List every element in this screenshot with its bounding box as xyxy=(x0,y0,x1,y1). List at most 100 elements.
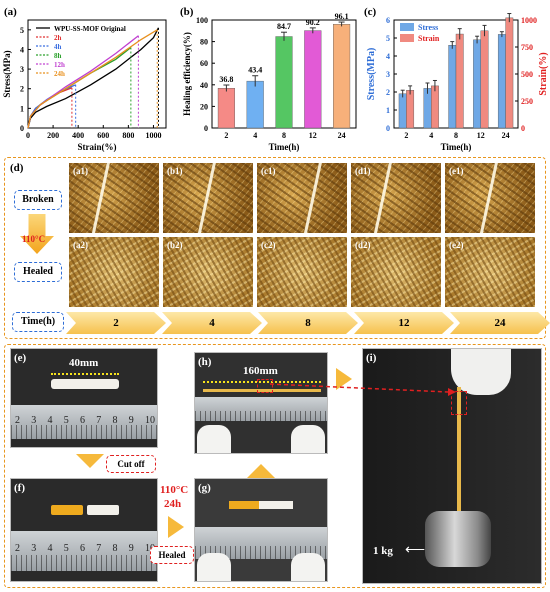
value-label-b-2: 36.8 xyxy=(219,75,233,84)
time-chevron-2: 2 xyxy=(66,312,166,334)
micrograph-tag: (c1) xyxy=(261,166,276,176)
ruler-number: 3 xyxy=(31,543,37,554)
glove-right-g xyxy=(291,553,325,581)
y2-tick-label-c-2: 500 xyxy=(521,70,533,79)
broken-micrograph-0: (a1) xyxy=(68,162,160,234)
condition-temp: 110°C xyxy=(160,484,189,496)
broken-micrograph-4: (e1) xyxy=(444,162,536,234)
y-tick-label-b-1: 20 xyxy=(200,102,208,111)
sample-orange-piece xyxy=(51,505,83,515)
micrograph-tag: (e1) xyxy=(449,166,464,176)
y-tick-label-b-0: 0 xyxy=(204,124,208,133)
x-tick-label-b-8: 8 xyxy=(282,131,286,140)
panel-label-f: (f) xyxy=(14,482,25,494)
ruler-number: 2 xyxy=(15,543,20,554)
x-tick-label-b-12: 12 xyxy=(309,131,317,140)
healed-micrograph-1: (b2) xyxy=(162,236,254,308)
x-tick-label-c-2: 2 xyxy=(404,131,408,140)
y2-axis-label-c: Strain(%) xyxy=(538,52,549,95)
healed-label: Healed xyxy=(14,262,62,282)
y-tick-label-b-2: 40 xyxy=(200,81,208,90)
y-tick-label-c-5: 5 xyxy=(386,34,390,43)
y-tick-label-a-2: 2 xyxy=(20,85,24,94)
healed-sample-orange xyxy=(229,501,259,509)
dim-line-e xyxy=(51,373,119,375)
micrograph-tag: (b1) xyxy=(167,166,183,176)
healed-micrograph-4: (e2) xyxy=(444,236,536,308)
legend-label-c-0: Stress xyxy=(418,23,438,32)
cut-off-label: Cut off xyxy=(106,455,156,473)
panel-label-e: (e) xyxy=(14,352,27,364)
panel-bottom-frame xyxy=(4,344,546,588)
legend-label-a-0: WPU-SS-MOF Original xyxy=(54,25,126,33)
hanging-strip xyxy=(457,387,461,511)
ruler-number: 4 xyxy=(47,543,53,554)
weight-arrow: ⟵ xyxy=(405,543,426,558)
chart-b-healing-efficiency: 0 20 40 60 80 100 36.8 2 43.4 4 84.7 8 90.2 12 96.1 24 T… xyxy=(182,12,357,152)
sample-white xyxy=(51,379,119,389)
ruler-number: 4 xyxy=(47,415,53,427)
x-tick-label-a-1: 200 xyxy=(47,131,59,140)
time-chevron-4: 4 xyxy=(162,312,262,334)
legend-label-a-4: 12h xyxy=(54,61,65,69)
x-tick-label-c-8: 8 xyxy=(454,131,458,140)
y-tick-label-a-0: 0 xyxy=(20,124,24,133)
panel-label-d: (d) xyxy=(10,162,24,174)
x-tick-label-c-4: 4 xyxy=(429,131,433,140)
broken-micrograph-2: (c1) xyxy=(256,162,348,234)
value-label-b-12: 90.2 xyxy=(306,18,320,27)
condition-time: 24h xyxy=(164,498,182,510)
photo-g xyxy=(194,478,328,582)
time-chevron-12: 12 xyxy=(354,312,454,334)
panel-label-c: (c) xyxy=(364,6,377,18)
legend-label-a-5: 24h xyxy=(54,70,65,78)
x-tick-label-a-2: 400 xyxy=(72,131,84,140)
y2-tick-label-c-1: 250 xyxy=(521,97,533,106)
healed-condition-label: Healed xyxy=(150,546,194,564)
panel-label-b: (b) xyxy=(180,6,194,18)
micrograph-tag: (b2) xyxy=(167,240,183,250)
stretched-sample xyxy=(203,389,321,392)
glove-hand-i xyxy=(451,349,511,395)
healed-micrograph-2: (c2) xyxy=(256,236,348,308)
micrograph-tag: (d1) xyxy=(355,166,371,176)
y-tick-label-a-4: 4 xyxy=(20,45,24,54)
y-tick-label-c-2: 2 xyxy=(386,88,390,97)
x-tick-label-a-0: 0 xyxy=(26,131,30,140)
time-chevron-24: 24 xyxy=(450,312,550,334)
zoom-box-h xyxy=(257,379,273,393)
ruler-number: 7 xyxy=(96,415,102,427)
broken-micrograph-3: (d1) xyxy=(350,162,442,234)
panel-label-h: (h) xyxy=(198,356,212,368)
x-axis-label-b: Time(h) xyxy=(269,142,300,152)
y-tick-label-c-0: 0 xyxy=(386,124,390,133)
x-tick-label-b-24: 24 xyxy=(338,131,346,140)
x-axis-label-a: Strain(%) xyxy=(78,142,117,152)
x-axis-label-c: Time(h) xyxy=(441,142,472,152)
y2-tick-label-c-0: 0 xyxy=(521,124,525,133)
arrow-h-to-i xyxy=(336,368,352,390)
photo-e: 2 3 4 5 6 7 8 9 10 40mm xyxy=(10,348,158,448)
panel-label-i: (i) xyxy=(366,352,377,364)
broken-label: Broken xyxy=(14,190,62,210)
ruler-number: 6 xyxy=(80,415,85,427)
ruler-number: 7 xyxy=(96,543,102,554)
dim-line-h xyxy=(203,381,321,383)
y2-tick-label-c-3: 750 xyxy=(521,43,533,52)
healed-micrograph-0: (a2) xyxy=(68,236,160,308)
ruler-number: 10 xyxy=(145,415,155,427)
ruler-number: 2 xyxy=(15,415,20,427)
x-tick-label-b-2: 2 xyxy=(224,131,228,140)
y-tick-label-b-3: 60 xyxy=(200,59,208,68)
ruler-number: 9 xyxy=(128,415,134,427)
x-tick-label-a-3: 600 xyxy=(97,131,109,140)
y-tick-label-b-5: 100 xyxy=(196,16,208,25)
x-tick-label-a-4: 800 xyxy=(122,131,134,140)
micrograph-tag: (a2) xyxy=(73,240,88,250)
micrograph-tag: (c2) xyxy=(261,240,276,250)
ruler-h xyxy=(195,397,327,421)
heating-temp: 110°C xyxy=(22,234,46,244)
